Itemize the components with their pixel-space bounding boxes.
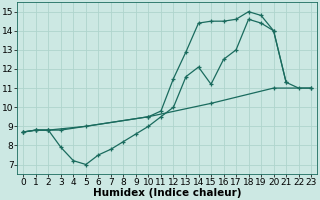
X-axis label: Humidex (Indice chaleur): Humidex (Indice chaleur): [93, 188, 242, 198]
